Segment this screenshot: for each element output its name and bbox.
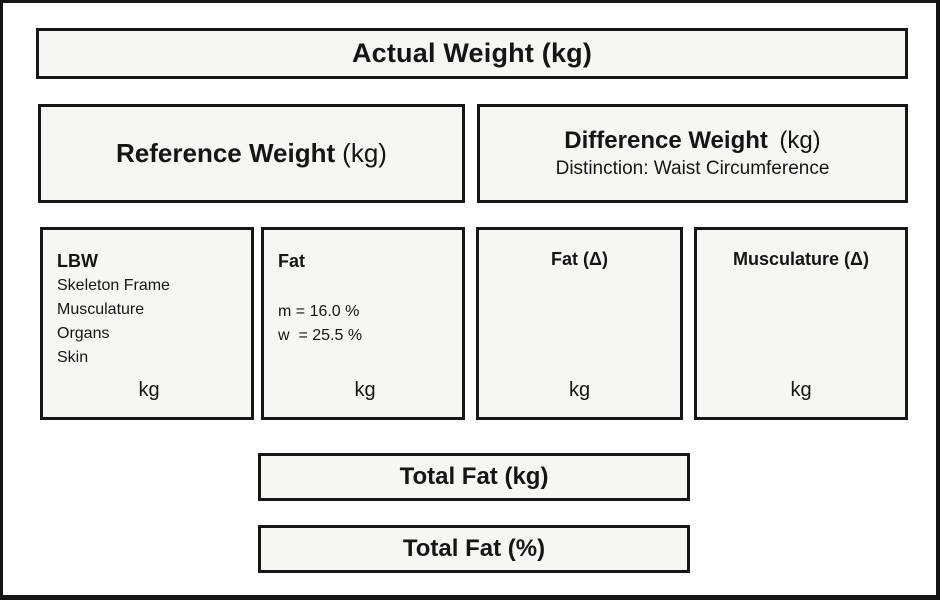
difference-weight-unit: (kg) <box>779 127 821 154</box>
fat-delta-unit-label: kg <box>568 379 591 401</box>
fat-box: Fat m = 16.0 % w = 25.5 % kg <box>261 227 465 420</box>
reference-weight-unit: (kg) <box>342 138 387 168</box>
lbw-item-organs: Organs <box>57 325 110 342</box>
difference-weight-title: Difference Weight <box>564 127 768 154</box>
actual-weight-title: Actual Weight (kg) <box>351 38 593 68</box>
total-fat-kg-box: Total Fat (kg) <box>258 453 690 501</box>
lbw-item-musculature: Musculature <box>57 301 145 318</box>
musculature-delta-unit-label: kg <box>790 379 812 401</box>
musculature-delta-box: Musculature (Δ) kg <box>694 227 908 420</box>
reference-weight-title: Reference Weight <box>116 138 336 168</box>
fat-men-percentage: m = 16.0 % <box>278 303 360 320</box>
lbw-unit-label: kg <box>138 379 160 401</box>
lbw-title: LBW <box>57 251 98 271</box>
difference-weight-box: Difference Weight (kg) Distinction: Wais… <box>477 104 908 203</box>
musculature-delta-title: Musculature (Δ) <box>733 249 869 269</box>
spacer <box>705 272 897 379</box>
lbw-box: LBW Skeleton Frame Musculature Organs Sk… <box>40 227 254 420</box>
fat-delta-title: Fat (Δ) <box>551 249 608 269</box>
total-fat-kg-title: Total Fat (kg) <box>399 463 549 490</box>
lbw-item-skin: Skin <box>57 349 89 366</box>
spacer <box>57 370 241 379</box>
spacer <box>487 272 672 379</box>
fat-unit-label: kg <box>354 379 376 401</box>
lbw-item-skeleton-frame: Skeleton Frame <box>57 277 170 294</box>
difference-weight-subtitle: Distinction: Waist Circumference <box>555 158 830 179</box>
total-fat-percent-title: Total Fat (%) <box>402 535 546 562</box>
spacer <box>278 348 452 379</box>
difference-weight-title-row: Difference Weight (kg) <box>564 127 820 155</box>
actual-weight-box: Actual Weight (kg) <box>36 28 908 79</box>
fat-women-percentage: w = 25.5 % <box>278 327 363 344</box>
reference-weight-box: Reference Weight (kg) <box>38 104 465 203</box>
fat-delta-box: Fat (Δ) kg <box>476 227 683 420</box>
fat-title: Fat <box>278 251 305 271</box>
total-fat-percent-box: Total Fat (%) <box>258 525 690 573</box>
